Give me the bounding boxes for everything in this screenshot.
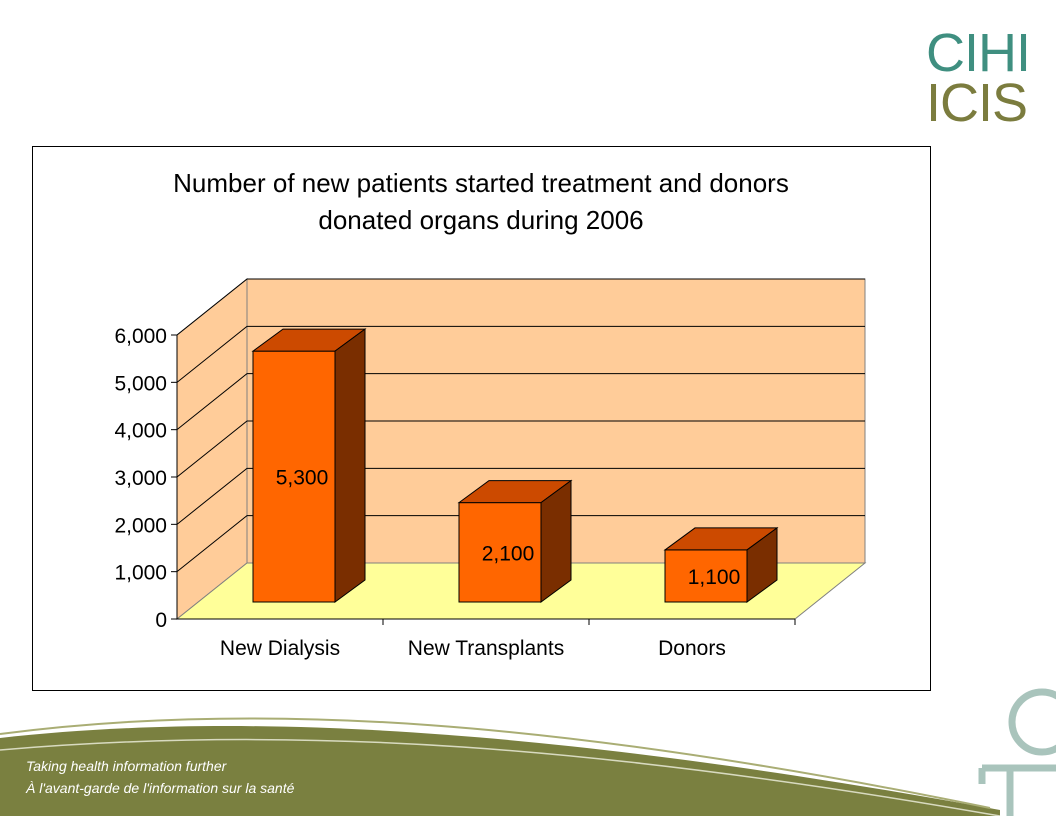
x-tick-label: Donors (658, 637, 726, 660)
bar-side-1 (334, 328, 366, 603)
y-tick-label: 1,000 (114, 562, 167, 585)
gridline (176, 373, 865, 431)
cihi-emblem (978, 688, 1056, 816)
y-tick-label: 6,000 (114, 325, 167, 348)
bar-chart: Number of new patients started treatment… (114, 168, 867, 660)
logo-line-1: CIHI (926, 23, 1031, 83)
gridline (176, 420, 865, 478)
plot-area: 0 1,000 2,000 3,000 4,000 5,000 6,000 5,300 New … (114, 277, 867, 660)
logo-line-2: ICIS (926, 73, 1028, 133)
cihi-logo: CIHI ICIS (926, 23, 1036, 133)
y-tick-label: 3,000 (114, 467, 167, 490)
bar-side-2 (540, 479, 572, 603)
tagline-fr: À l'avant-garde de l'information sur la … (26, 780, 295, 796)
footer-band (0, 717, 1001, 816)
x-tick-label: New Dialysis (220, 637, 340, 660)
bar-side-3 (746, 526, 778, 603)
chart-title-line-1: Number of new patients started treatment… (173, 168, 789, 198)
y-tick-label: 5,000 (114, 372, 167, 395)
data-label: 5,300 (276, 467, 329, 490)
chart-frame: Number of new patients started treatment… (32, 146, 931, 691)
footer-wave-line-2 (0, 738, 1001, 816)
x-tick-label: New Transplants (408, 637, 564, 660)
gridline (176, 467, 865, 525)
data-label: 1,100 (688, 566, 741, 589)
y-tick-label: 2,000 (114, 514, 167, 537)
tagline-en: Taking health information further (26, 758, 227, 774)
footer-wave-fill (0, 726, 1000, 816)
y-tick-label: 4,000 (114, 420, 167, 443)
gridline (176, 325, 865, 383)
y-tick-label: 0 (155, 609, 167, 632)
gridline (176, 515, 865, 573)
footer-wave-line-1 (0, 717, 991, 809)
data-label: 2,100 (482, 542, 535, 565)
chart-title-line-2: donated organs during 2006 (318, 205, 643, 235)
gridline (176, 278, 865, 336)
